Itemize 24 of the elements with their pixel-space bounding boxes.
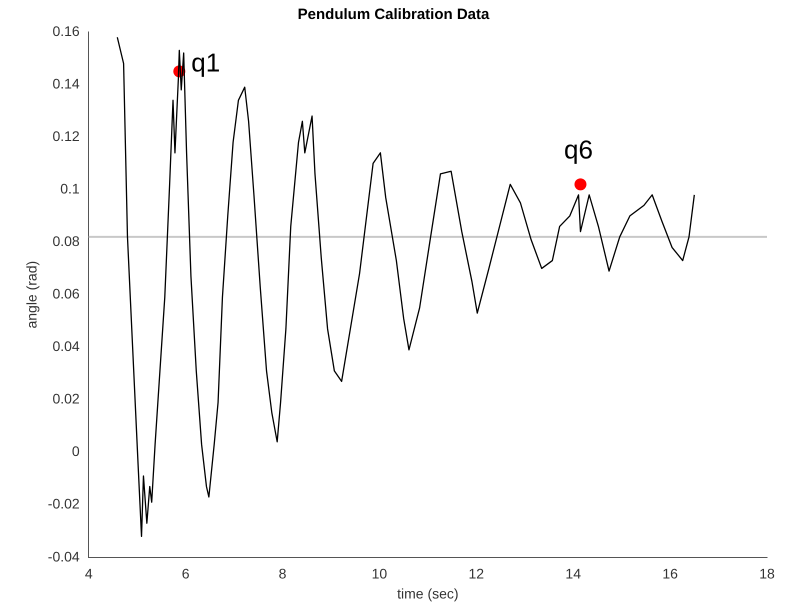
x-tick-label: 14 <box>565 566 582 582</box>
x-tick-label: 18 <box>759 566 775 582</box>
y-tick-label: 0.02 <box>52 390 80 407</box>
x-tick-label: 6 <box>182 566 190 582</box>
y-tick-label: 0 <box>72 443 80 460</box>
y-tick-label: 0.14 <box>52 75 80 92</box>
x-axis-title: time (sec) <box>397 585 459 602</box>
annotation: q1 <box>191 47 220 78</box>
x-tick-label: 16 <box>662 566 678 582</box>
y-tick-label: 0.1 <box>60 180 80 196</box>
y-tick-label: -0.02 <box>48 496 80 512</box>
x-tick-label: 10 <box>372 566 388 582</box>
y-tick-label: 0.08 <box>52 233 80 250</box>
y-tick-label: 0.16 <box>52 22 80 39</box>
y-tick-label: 0.04 <box>52 338 80 354</box>
y-tick-label: -0.04 <box>48 548 80 564</box>
y-tick-label: 0.12 <box>52 128 80 144</box>
y-tick-label: 0.06 <box>52 286 80 302</box>
annotation: q6 <box>564 134 593 164</box>
x-tick-label: 8 <box>278 566 287 582</box>
chart-title: Pendulum Calibration Data <box>298 6 490 24</box>
y-axis-title: angle (rad) <box>23 260 40 329</box>
x-tick-label: 12 <box>468 566 484 582</box>
x-tick-label: 4 <box>84 566 93 582</box>
